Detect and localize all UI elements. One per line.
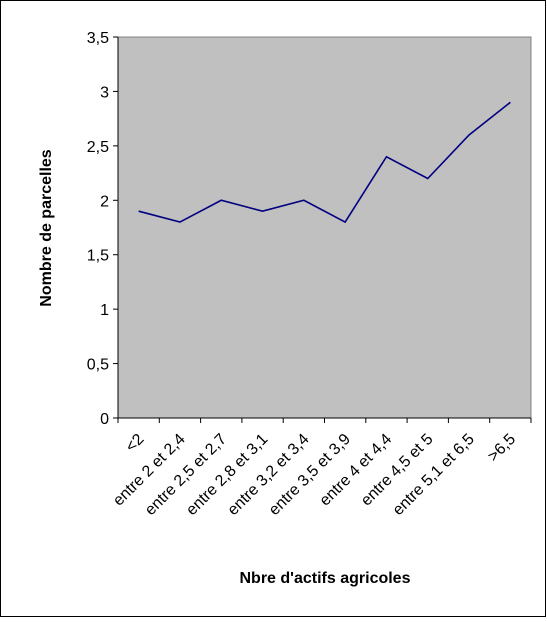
y-tick-label: 1,5 (87, 248, 109, 265)
y-axis-title: Nombre de parcelles (38, 149, 55, 307)
y-tick-label: 1 (100, 302, 109, 319)
x-axis-title: Nbre d'actifs agricoles (240, 570, 411, 587)
y-tick-label: 0 (100, 411, 109, 428)
y-tick-label: 2 (100, 193, 109, 210)
y-tick-label: 2,5 (87, 139, 109, 156)
y-tick-label: 3 (100, 84, 109, 101)
y-tick-label: 3,5 (87, 30, 109, 47)
plot-area (118, 37, 531, 418)
y-tick-label: 0,5 (87, 357, 109, 374)
